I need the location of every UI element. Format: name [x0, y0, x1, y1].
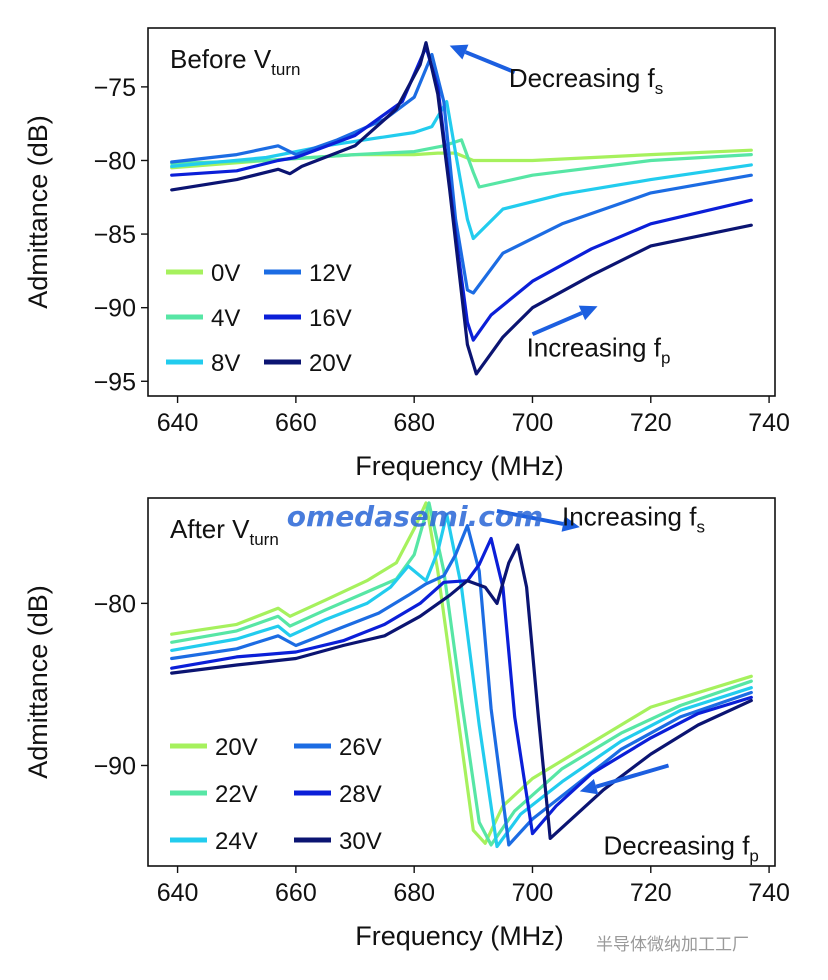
series-line-20V: [170, 41, 753, 376]
annotation-main: Decreasing f: [509, 63, 656, 93]
y-tick-label: −75: [94, 74, 136, 102]
panel-title-main: After V: [170, 514, 250, 544]
y-axis-label: Admittance (dB): [23, 115, 53, 309]
footer-watermark: 半导体微纳加工工厂: [596, 935, 749, 955]
series-line-26V: [170, 524, 753, 847]
annotation-text-2: Increasing fp: [527, 332, 671, 367]
x-tick-label: 720: [630, 409, 672, 437]
legend-label: 22V: [215, 781, 258, 808]
watermark-text: omedasemi.com: [287, 500, 543, 533]
legend-label: 30V: [339, 828, 382, 855]
x-tick-label: 700: [512, 409, 554, 437]
annotation-text-2: Decreasing fp: [603, 831, 758, 866]
x-axis-label: Frequency (MHz): [355, 451, 564, 481]
annotation-sub: p: [749, 847, 758, 866]
y-tick-label: −90: [94, 295, 136, 323]
series-line-30V: [170, 543, 753, 840]
x-axis-label: Frequency (MHz): [355, 921, 564, 951]
annotation-arrow-head: [561, 516, 580, 532]
y-tick-label: −80: [94, 147, 136, 175]
annotation-sub: s: [655, 79, 664, 98]
series-line-22V: [170, 501, 753, 847]
y-tick-label: −80: [94, 590, 136, 618]
x-tick-label: 660: [275, 409, 317, 437]
panel-title: After Vturn: [170, 514, 279, 549]
panel-title-sub: turn: [249, 530, 278, 549]
annotation-sub: p: [661, 348, 670, 367]
legend-label: 16V: [309, 305, 352, 332]
series-line-12V: [170, 52, 753, 295]
annotation-text-1: Decreasing fs: [509, 63, 663, 98]
legend-label: 24V: [215, 828, 258, 855]
legend-label: 4V: [211, 305, 240, 332]
annotation-arrow-shaft: [496, 509, 564, 526]
annotation-arrow-shaft: [464, 50, 516, 75]
panel-title-main: Before V: [170, 44, 272, 74]
x-tick-label: 640: [157, 409, 199, 437]
annotation-sub: s: [696, 518, 705, 537]
annotation-arrow-head: [578, 305, 598, 321]
y-tick-label: −85: [94, 221, 136, 249]
series-line-28V: [170, 536, 753, 836]
annotation-arrow-shaft: [595, 763, 670, 789]
y-axis-label: Admittance (dB): [23, 585, 53, 779]
plot-frame: [147, 497, 776, 867]
y-tick-label: −90: [94, 752, 136, 780]
x-tick-label: 680: [393, 879, 435, 907]
annotation-arrow-shaft: [531, 311, 583, 337]
panel-title-sub: turn: [271, 60, 300, 79]
plot-frame: [147, 27, 776, 397]
x-tick-label: 740: [748, 879, 790, 907]
x-tick-label: 680: [393, 409, 435, 437]
annotation-main: Increasing f: [527, 332, 662, 362]
legend-label: 12V: [309, 260, 352, 287]
x-tick-label: 660: [275, 879, 317, 907]
annotation-main: Increasing f: [562, 502, 697, 532]
y-tick-label: −95: [94, 368, 136, 396]
annotation-text-1: Increasing fs: [562, 502, 705, 537]
legend-label: 20V: [215, 734, 258, 761]
x-tick-label: 740: [748, 409, 790, 437]
series-line-8V: [170, 100, 753, 241]
legend-label: 28V: [339, 781, 382, 808]
annotation-arrow-head: [449, 44, 469, 60]
annotation-main: Decreasing f: [603, 831, 750, 861]
series-line-20V: [170, 501, 753, 845]
legend-label: 20V: [309, 350, 352, 377]
legend-label: 0V: [211, 260, 240, 287]
x-tick-label: 640: [157, 879, 199, 907]
legend-label: 26V: [339, 734, 382, 761]
panel-title: Before Vturn: [170, 44, 300, 79]
chart-panel-1: 640 660 680 700 720 740 −75 −80 −85 −90 −95 Frequen…: [23, 27, 790, 481]
legend-label: 8V: [211, 350, 240, 377]
series-line-24V: [170, 512, 753, 849]
annotation-arrow-head: [579, 778, 599, 795]
x-tick-label: 700: [512, 879, 554, 907]
x-tick-label: 720: [630, 879, 672, 907]
chart-panel-2: 640 660 680 700 720 740 −80 −90 Frequency (MHz) A…: [23, 497, 790, 951]
